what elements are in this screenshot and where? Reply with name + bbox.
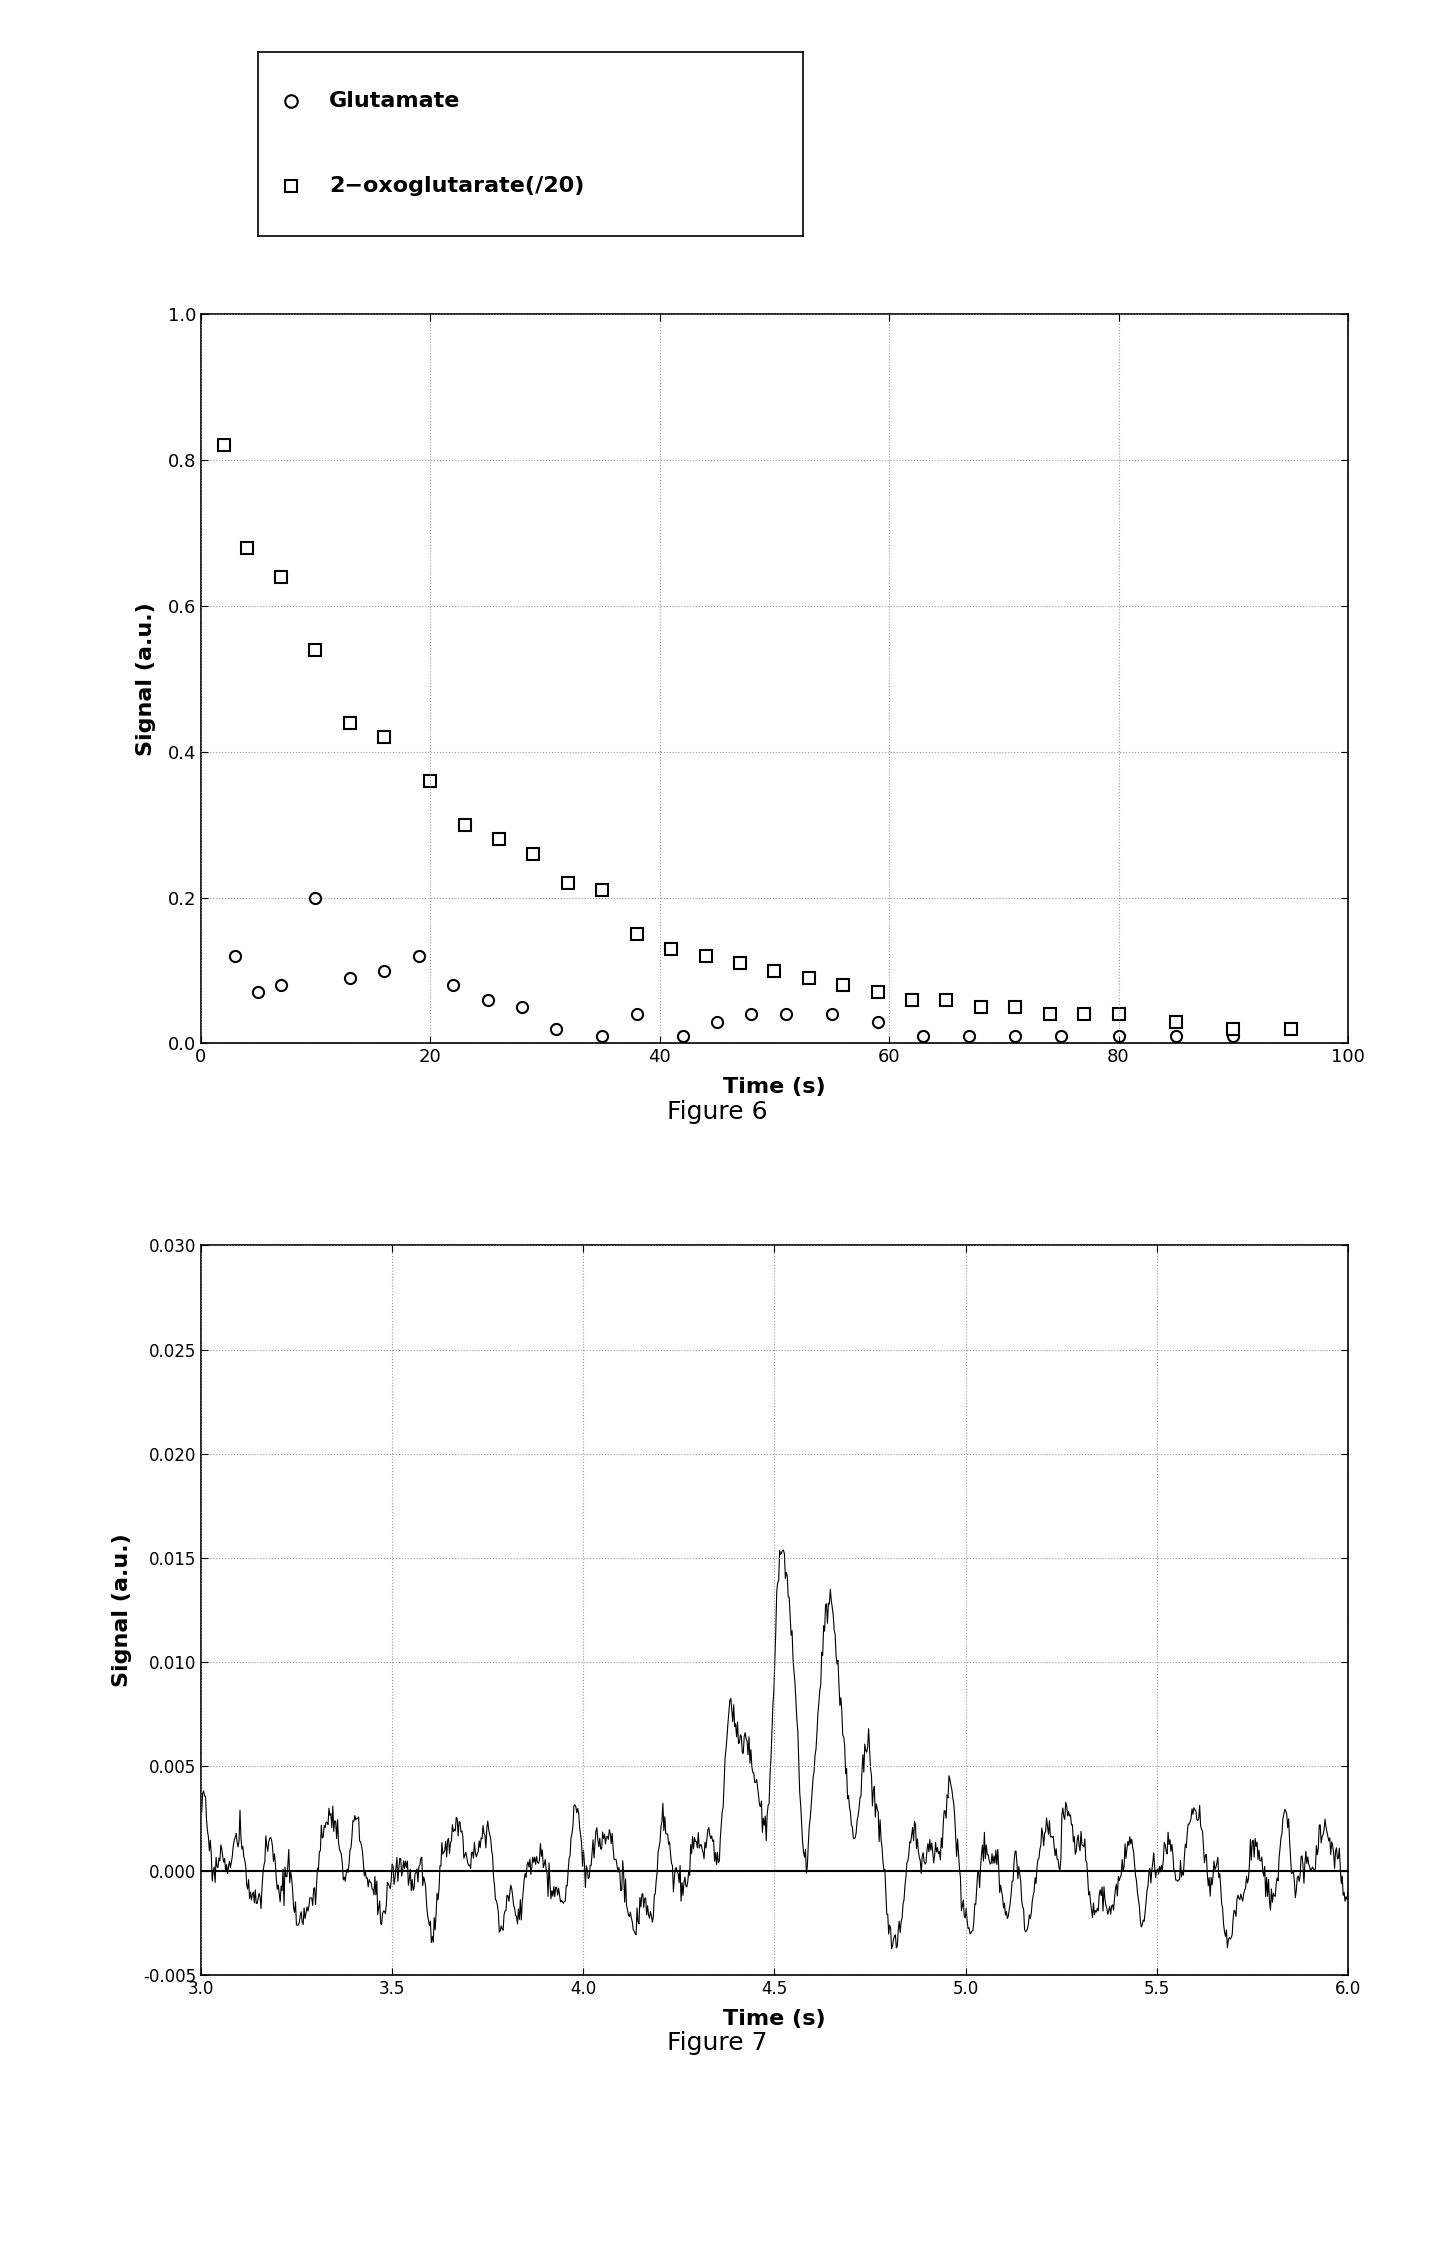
Y-axis label: Signal (a.u.): Signal (a.u.) <box>112 1533 132 1687</box>
Text: Glutamate: Glutamate <box>328 92 460 112</box>
Text: 2−oxoglutarate(/20): 2−oxoglutarate(/20) <box>328 175 584 195</box>
Text: Figure 7: Figure 7 <box>667 2031 767 2056</box>
X-axis label: Time (s): Time (s) <box>723 2008 826 2029</box>
Text: Figure 6: Figure 6 <box>667 1100 767 1124</box>
X-axis label: Time (s): Time (s) <box>723 1077 826 1097</box>
Y-axis label: Signal (a.u.): Signal (a.u.) <box>136 601 156 756</box>
